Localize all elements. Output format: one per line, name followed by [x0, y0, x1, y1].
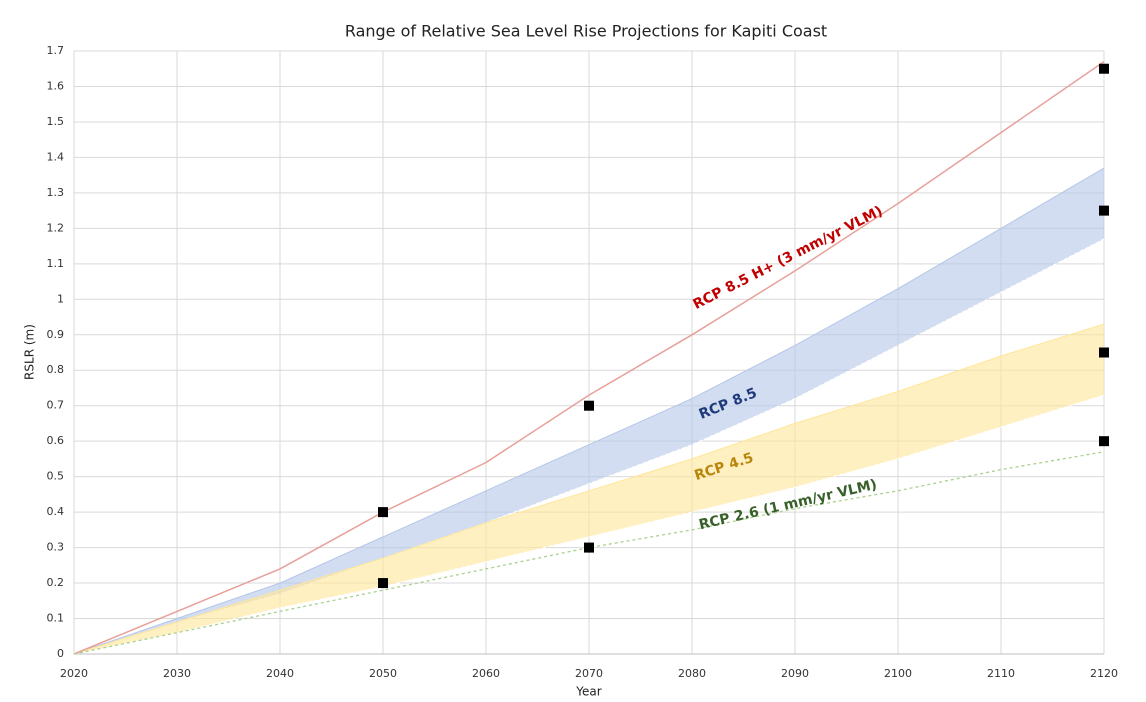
y-tick-label: 1.7	[47, 44, 65, 57]
x-axis-title: Year	[575, 685, 601, 699]
y-tick-label: 1.2	[47, 221, 65, 234]
series-line	[73, 451, 1105, 655]
x-tick-label: 2030	[163, 667, 191, 680]
x-tick-label: 2050	[369, 667, 397, 680]
x-tick-label: 2090	[781, 667, 809, 680]
y-tick-label: 0.2	[47, 576, 65, 589]
y-tick-label: 0	[57, 647, 64, 660]
data-point	[584, 400, 594, 411]
x-tick-label: 2110	[987, 667, 1015, 680]
band-lower	[73, 238, 1105, 655]
data-point	[378, 507, 388, 518]
y-tick-label: 0.1	[47, 612, 65, 625]
series-line	[73, 60, 1105, 655]
x-tick-label: 2070	[575, 667, 603, 680]
data-point	[1099, 347, 1109, 358]
y-tick-label: 1.3	[47, 186, 65, 199]
x-tick-label: 2020	[60, 667, 88, 680]
y-tick-label: 0.8	[47, 363, 65, 376]
band-upper	[73, 167, 1105, 655]
y-tick-label: 0.6	[47, 434, 65, 447]
band-upper	[73, 323, 1105, 655]
x-tick-label: 2100	[884, 667, 912, 680]
y-tick-label: 1.4	[47, 150, 65, 163]
x-tick-label: 2060	[472, 667, 500, 680]
y-tick-label: 0.7	[47, 399, 65, 412]
chart-title: Range of Relative Sea Level Rise Project…	[345, 22, 827, 41]
data-point	[378, 578, 388, 589]
y-tick-label: 1.5	[47, 115, 65, 128]
x-tick-label: 2120	[1090, 667, 1118, 680]
y-tick-label: 0.9	[47, 328, 65, 341]
x-tick-label: 2080	[678, 667, 706, 680]
data-point	[584, 542, 594, 553]
y-tick-label: 1.1	[47, 257, 65, 270]
y-tick-label: 0.3	[47, 541, 65, 554]
y-axis-title: RSLR (m)	[23, 324, 37, 380]
band-fill	[74, 324, 1104, 654]
data-point	[1099, 63, 1109, 74]
y-tick-label: 0.4	[47, 505, 65, 518]
y-tick-label: 1.6	[47, 79, 65, 92]
data-point	[1099, 205, 1109, 216]
band-lower	[73, 394, 1105, 655]
y-tick-label: 1	[57, 292, 64, 305]
y-tick-label: 0.5	[47, 470, 65, 483]
x-tick-label: 2040	[266, 667, 294, 680]
data-point	[1099, 436, 1109, 447]
